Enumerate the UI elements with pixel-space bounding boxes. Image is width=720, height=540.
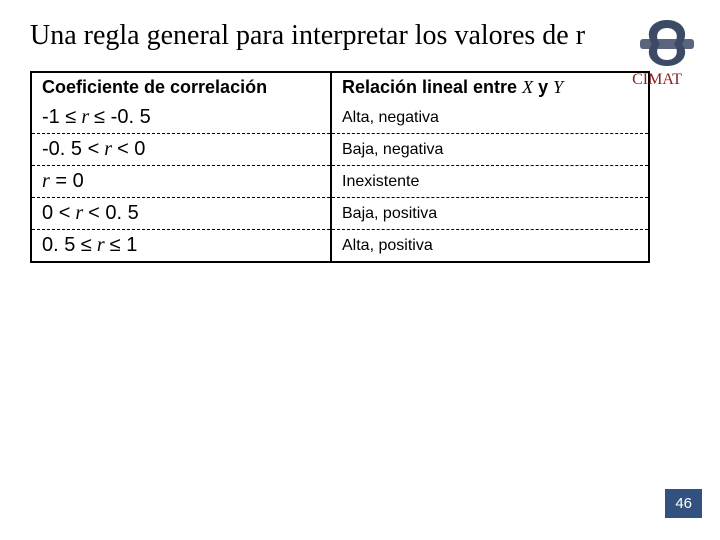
table-row: -0. 5 < r < 0 Baja, negativa <box>31 134 649 166</box>
correlation-table-wrap: Coeficiente de correlación Relación line… <box>0 63 720 263</box>
header-relation: Relación lineal entre X y Y <box>331 72 649 102</box>
header-relation-prefix: Relación lineal entre <box>342 77 522 97</box>
page-title: Una regla general para interpretar los v… <box>30 18 690 53</box>
range-cell: 0. 5 ≤ r ≤ 1 <box>31 230 331 263</box>
table-row: -1 ≤ r ≤ -0. 5 Alta, negativa <box>31 102 649 134</box>
table-row: r = 0 Inexistente <box>31 166 649 198</box>
range-cell: 0 < r < 0. 5 <box>31 198 331 230</box>
header-relation-y: Y <box>553 77 563 97</box>
table-row: 0 < r < 0. 5 Baja, positiva <box>31 198 649 230</box>
relation-cell: Baja, positiva <box>331 198 649 230</box>
table-header-row: Coeficiente de correlación Relación line… <box>31 72 649 102</box>
range-cell: -0. 5 < r < 0 <box>31 134 331 166</box>
header-relation-x: X <box>522 77 533 97</box>
header-relation-and: y <box>533 77 553 97</box>
relation-cell: Baja, negativa <box>331 134 649 166</box>
cimat-logo: CIMAT <box>612 14 702 88</box>
logo-text: CIMAT <box>632 71 682 88</box>
range-cell: r = 0 <box>31 166 331 198</box>
page-number-badge: 46 <box>665 489 702 518</box>
relation-cell: Inexistente <box>331 166 649 198</box>
table-row: 0. 5 ≤ r ≤ 1 Alta, positiva <box>31 230 649 263</box>
correlation-table: Coeficiente de correlación Relación line… <box>30 71 650 263</box>
range-cell: -1 ≤ r ≤ -0. 5 <box>31 102 331 134</box>
relation-cell: Alta, positiva <box>331 230 649 263</box>
relation-cell: Alta, negativa <box>331 102 649 134</box>
header-coef: Coeficiente de correlación <box>31 72 331 102</box>
